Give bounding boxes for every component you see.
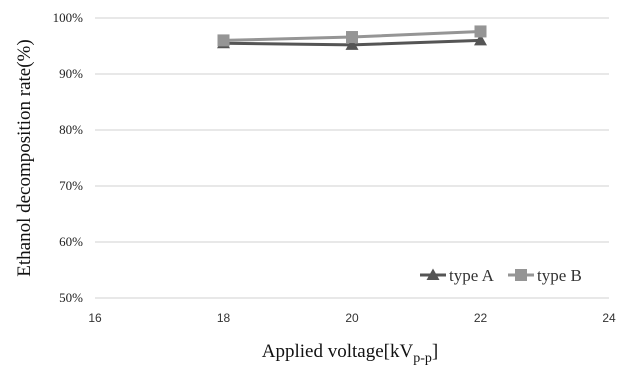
x-axis-title: Applied voltage[kVp-p] xyxy=(262,341,438,365)
y-axis-title: Ethanol decomposition rate(%) xyxy=(14,39,35,276)
legend-marker-0 xyxy=(426,268,440,280)
gridlines xyxy=(95,17,609,299)
x-axis-title-subscript: p-p xyxy=(413,351,432,365)
data-point-0-2 xyxy=(474,33,487,46)
data-point-1-0 xyxy=(217,34,230,47)
series xyxy=(217,25,487,50)
x-tick-label-18: 18 xyxy=(217,311,231,325)
y-tick-labels: 50% 60% 70% 80% 90% 100% xyxy=(53,10,84,305)
x-axis-title-main: Applied voltage[kV xyxy=(262,341,414,362)
legend-label-0: type A xyxy=(449,266,495,285)
y-tick-label-60: 60% xyxy=(59,234,83,249)
data-point-0-1 xyxy=(345,38,359,50)
x-tick-label-20: 20 xyxy=(345,311,359,325)
y-tick-label-80: 80% xyxy=(59,122,83,137)
x-axis-title-end: ] xyxy=(432,341,438,362)
y-tick-label-90: 90% xyxy=(59,66,83,81)
y-tick-label-70: 70% xyxy=(59,178,83,193)
data-point-1-2 xyxy=(474,25,487,38)
x-tick-labels: 16 18 20 22 24 xyxy=(88,311,616,325)
legend-item-1: type B xyxy=(508,266,582,285)
x-tick-label-22: 22 xyxy=(474,311,488,325)
data-point-1-1 xyxy=(346,31,358,44)
series-type-b xyxy=(217,25,487,47)
x-tick-label-16: 16 xyxy=(88,311,102,325)
x-tick-label-24: 24 xyxy=(602,311,616,325)
legend-item-0: type A xyxy=(420,266,495,285)
y-tick-label-50: 50% xyxy=(59,290,83,305)
legend: type A type B xyxy=(420,266,582,285)
legend-label-1: type B xyxy=(537,266,582,285)
y-tick-label-100: 100% xyxy=(53,10,84,25)
legend-marker-1 xyxy=(515,269,527,281)
